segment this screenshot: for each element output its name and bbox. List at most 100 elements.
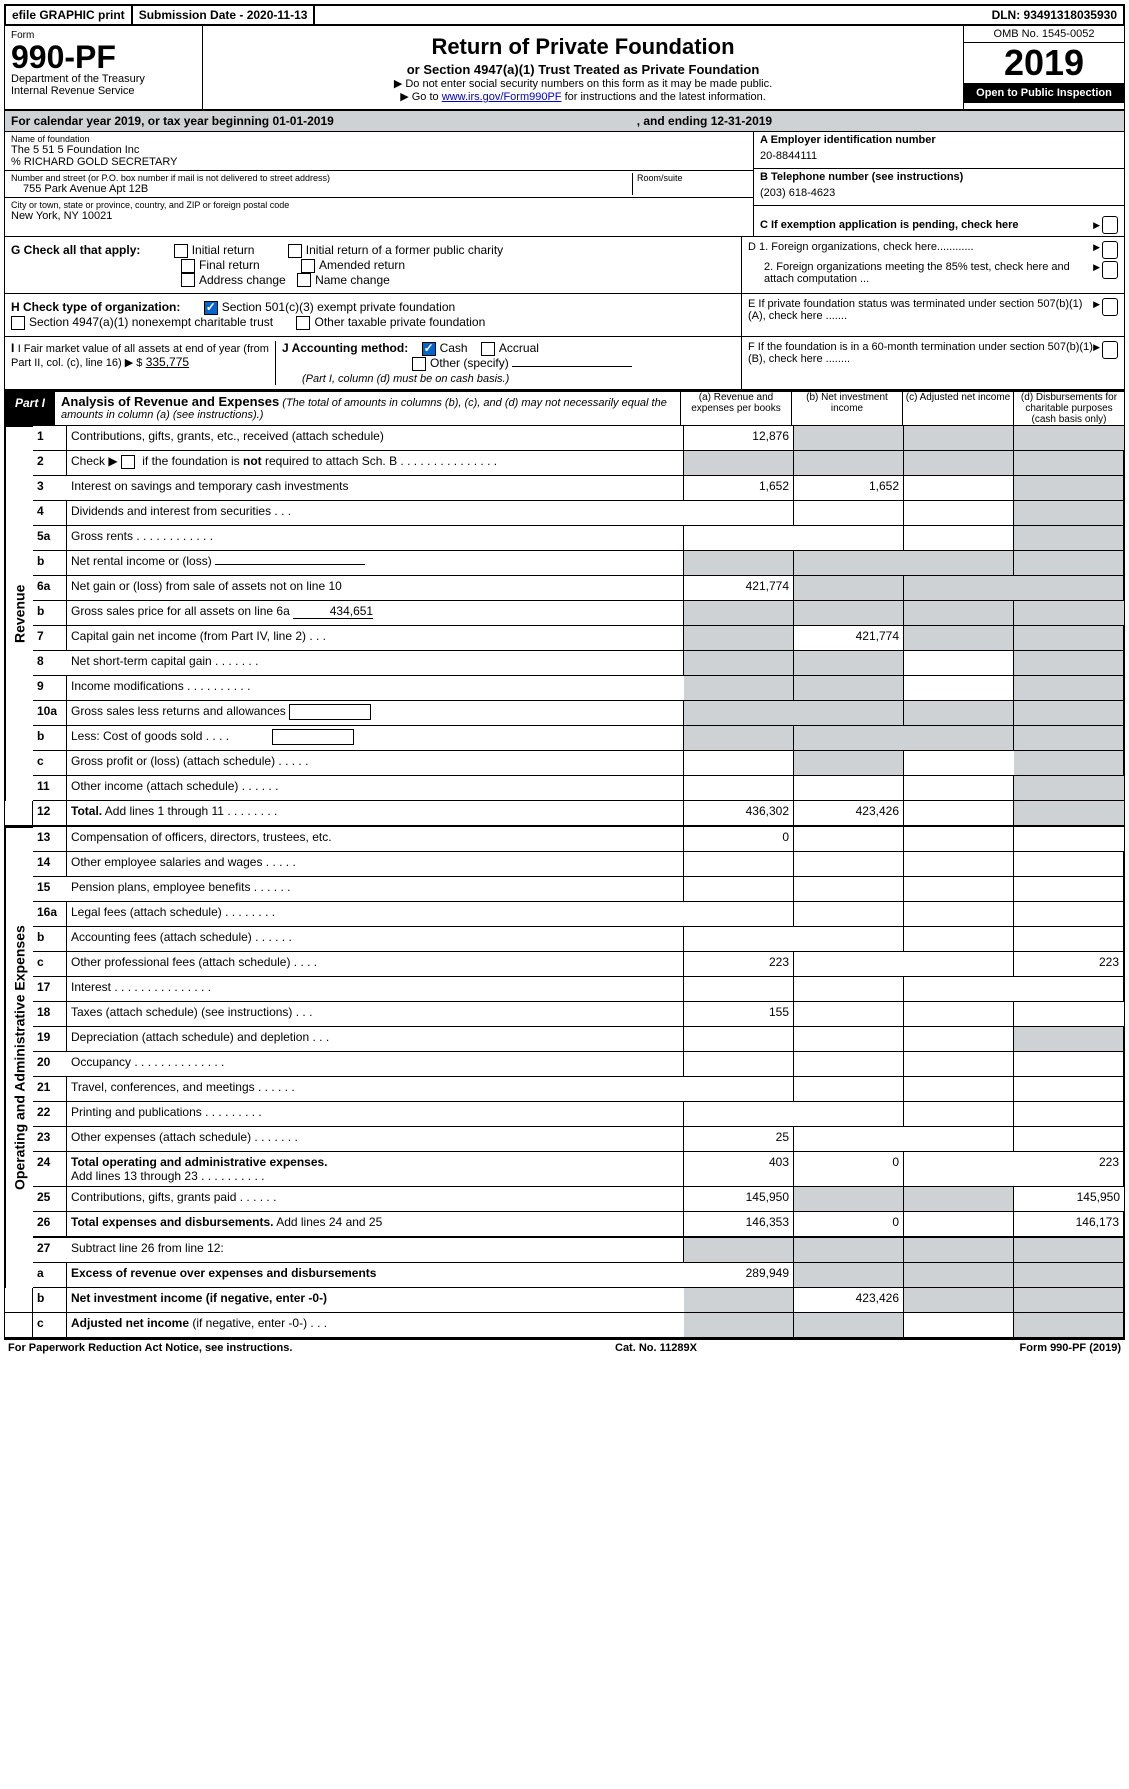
checkbox-initial[interactable]: [174, 244, 188, 258]
checkbox-final[interactable]: [181, 259, 195, 273]
l16c-c: [904, 952, 1014, 977]
l13-b: [794, 827, 904, 852]
l22-d: Printing and publications . . . . . . . …: [67, 1102, 684, 1127]
l10c-c: [904, 751, 1014, 776]
checkbox-address[interactable]: [181, 273, 195, 287]
name-row: Name of foundation The 5 51 5 Foundation…: [5, 132, 753, 171]
l24-d2: 223: [1014, 1152, 1124, 1187]
l10b-n: b: [33, 726, 67, 751]
l10b-b: [794, 726, 904, 751]
l16c-d2: 223: [1014, 952, 1124, 977]
l11-a: [684, 776, 794, 801]
room-label: Room/suite: [637, 173, 747, 183]
arrow-icon: [1093, 261, 1102, 285]
l9-c: [904, 676, 1014, 701]
checkbox-amended[interactable]: [301, 259, 315, 273]
h-opt2: Section 4947(a)(1) nonexempt charitable …: [29, 315, 273, 329]
l16b-b: [794, 927, 904, 952]
i-label: I: [11, 341, 14, 355]
g-opt6: Name change: [315, 273, 390, 287]
l24-a: 403: [684, 1152, 794, 1187]
l16b-c: [904, 927, 1014, 952]
l27b-c: [904, 1288, 1014, 1313]
checkbox-initial-former[interactable]: [288, 244, 302, 258]
checkbox-name[interactable]: [297, 273, 311, 287]
l27c-a: [684, 1313, 794, 1338]
irs-link[interactable]: www.irs.gov/Form990PF: [442, 91, 562, 103]
checkbox-d2[interactable]: [1102, 261, 1118, 279]
l10a-n: 10a: [33, 701, 67, 726]
expenses-side: Operating and Administrative Expenses: [5, 827, 33, 1288]
l22-c: [904, 1102, 1014, 1127]
dept-1: Department of the Treasury: [11, 73, 196, 85]
l23-c: [904, 1127, 1014, 1152]
l10b-d: Less: Cost of goods sold . . . .: [67, 726, 684, 751]
l23-d: Other expenses (attach schedule) . . . .…: [67, 1127, 684, 1152]
l20-n: 20: [33, 1052, 67, 1077]
section-g: G Check all that apply: Initial return I…: [5, 237, 741, 293]
l20-a: [684, 1052, 794, 1077]
l3-d2: [1014, 476, 1124, 501]
l7-a: [684, 626, 794, 651]
checkbox-4947[interactable]: [11, 316, 25, 330]
l23-d2: [1014, 1127, 1124, 1152]
l5b-n: b: [33, 551, 67, 576]
l14-a: [684, 852, 794, 877]
l5b-b: [794, 551, 904, 576]
j-cash: Cash: [440, 341, 468, 355]
l8-n: 8: [33, 651, 67, 676]
form-title: Return of Private Foundation: [209, 34, 957, 60]
l27-n: 27: [33, 1238, 67, 1263]
a-label: A Employer identification number: [760, 134, 936, 146]
l9-n: 9: [33, 676, 67, 701]
j-note: (Part I, column (d) must be on cash basi…: [302, 373, 509, 385]
l4-n: 4: [33, 501, 67, 526]
l13-d: Compensation of officers, directors, tru…: [67, 827, 684, 852]
l27c-b: [794, 1313, 904, 1338]
section-i-j: I I Fair market value of all assets at e…: [5, 337, 741, 389]
f-label: F If the foundation is in a 60-month ter…: [748, 341, 1093, 365]
l19-d2: [1014, 1027, 1124, 1052]
l27b-n: b: [33, 1288, 67, 1313]
g-label: G Check all that apply:: [11, 243, 140, 257]
checkbox-accrual[interactable]: [481, 342, 495, 356]
l4-b: [794, 501, 904, 526]
l10c-n: c: [33, 751, 67, 776]
l22-b: [794, 1102, 904, 1127]
section-i-j-f: I I Fair market value of all assets at e…: [4, 337, 1125, 390]
checkbox-other-method[interactable]: [412, 357, 426, 371]
l1-d2: [1014, 426, 1124, 451]
l10b-a: [684, 726, 794, 751]
checkbox-schb[interactable]: [121, 455, 135, 469]
l27c-n: c: [33, 1313, 67, 1338]
l21-d2: [1014, 1077, 1124, 1102]
l20-d2: [1014, 1052, 1124, 1077]
checkbox-cash[interactable]: [422, 342, 436, 356]
l26-b: 0: [794, 1212, 904, 1238]
checkbox-d1[interactable]: [1102, 241, 1118, 259]
l15-d: Pension plans, employee benefits . . . .…: [67, 877, 684, 902]
l20-d: Occupancy . . . . . . . . . . . . . .: [67, 1052, 684, 1077]
goto-note: ▶ Go to www.irs.gov/Form990PF for instru…: [209, 90, 957, 103]
checkbox-f[interactable]: [1102, 341, 1118, 359]
checkbox-501c3[interactable]: [204, 301, 218, 315]
checkbox-e[interactable]: [1102, 298, 1118, 316]
l10a-a: [684, 701, 794, 726]
checkbox-other-tax[interactable]: [296, 316, 310, 330]
l7-d2: [1014, 626, 1124, 651]
l22-n: 22: [33, 1102, 67, 1127]
l24-n: 24: [33, 1152, 67, 1187]
l5a-d: Gross rents . . . . . . . . . . . .: [67, 526, 684, 551]
l19-c: [904, 1027, 1014, 1052]
l12-c: [904, 801, 1014, 827]
note-post: for instructions and the latest informat…: [562, 91, 766, 103]
city-state-zip: New York, NY 10021: [11, 210, 747, 222]
l11-d: Other income (attach schedule) . . . . .…: [67, 776, 684, 801]
section-h-e: H Check type of organization: Section 50…: [4, 294, 1125, 337]
header-center: Return of Private Foundation or Section …: [203, 26, 963, 109]
l10a-d: Gross sales less returns and allowances: [67, 701, 684, 726]
checkbox-c[interactable]: [1102, 216, 1118, 234]
page-footer: For Paperwork Reduction Act Notice, see …: [4, 1340, 1125, 1356]
ssn-note: ▶ Do not enter social security numbers o…: [209, 77, 957, 90]
efile-label: efile GRAPHIC print: [6, 6, 133, 24]
